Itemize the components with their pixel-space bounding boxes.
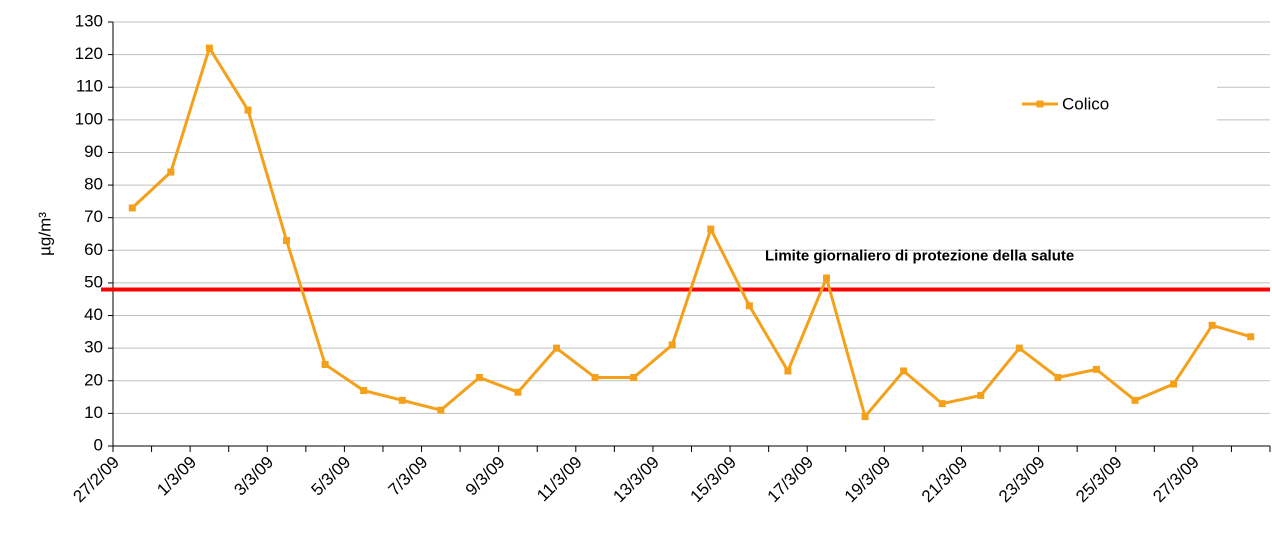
y-tick-label: 40 <box>84 305 103 324</box>
point-marker <box>321 360 329 368</box>
x-tick-label: 1/3/09 <box>153 453 200 500</box>
y-tick-label: 50 <box>84 272 103 291</box>
point-marker <box>475 374 483 382</box>
point-marker <box>977 391 985 399</box>
point-marker <box>1054 374 1062 382</box>
y-tick-label: 100 <box>75 109 103 128</box>
legend-box <box>935 86 1217 122</box>
point-marker <box>1092 365 1100 373</box>
point-marker <box>514 388 522 396</box>
point-marker <box>707 225 715 233</box>
point-marker <box>283 237 291 245</box>
point-marker <box>437 406 445 414</box>
y-tick-label: 120 <box>75 44 103 63</box>
y-tick-label: 20 <box>84 370 103 389</box>
y-tick-label: 0 <box>94 435 103 454</box>
legend-label: Colico <box>1062 94 1109 113</box>
point-marker <box>822 274 830 282</box>
y-tick-label: 70 <box>84 207 103 226</box>
point-marker <box>591 374 599 382</box>
x-tick-label: 27/3/09 <box>1149 453 1203 507</box>
x-tick-label: 23/3/09 <box>995 453 1049 507</box>
point-marker <box>1015 344 1023 352</box>
x-tick-label: 21/3/09 <box>918 453 972 507</box>
x-tick-label: 19/3/09 <box>841 453 895 507</box>
point-marker <box>745 302 753 310</box>
x-tick-label: 5/3/09 <box>308 453 355 500</box>
point-marker <box>1208 321 1216 329</box>
y-tick-label: 10 <box>84 403 103 422</box>
y-tick-label: 30 <box>84 338 103 357</box>
point-marker <box>360 387 368 395</box>
point-marker <box>167 168 175 176</box>
x-tick-label: 3/3/09 <box>230 453 277 500</box>
y-tick-label: 90 <box>84 142 103 161</box>
point-marker <box>244 106 252 114</box>
point-marker <box>128 204 136 212</box>
point-marker <box>630 374 638 382</box>
y-tick-label: 60 <box>84 240 103 259</box>
series-line <box>131 44 1252 420</box>
legend-marker <box>1036 100 1044 108</box>
y-axis-label: µg/m³ <box>35 212 54 256</box>
y-tick-label: 80 <box>84 175 103 194</box>
x-tick-label: 17/3/09 <box>764 453 818 507</box>
threshold-label: Limite giornaliero di protezione della s… <box>765 247 1074 264</box>
point-marker <box>1247 333 1255 341</box>
point-marker <box>784 367 792 375</box>
point-marker <box>205 44 213 52</box>
point-marker <box>861 413 869 421</box>
point-marker <box>668 341 676 349</box>
x-tick-label: 25/3/09 <box>1072 453 1126 507</box>
x-tick-label: 11/3/09 <box>533 453 586 506</box>
point-marker <box>398 396 406 404</box>
point-marker <box>900 367 908 375</box>
point-marker <box>1131 396 1139 404</box>
point-marker <box>938 400 946 408</box>
x-tick-label: 13/3/09 <box>609 453 663 507</box>
point-marker <box>553 344 561 352</box>
x-tick-label: 27/2/09 <box>69 453 123 507</box>
y-tick-label: 110 <box>76 77 103 96</box>
y-tick-label: 130 <box>75 11 103 30</box>
x-tick-label: 7/3/09 <box>385 453 432 500</box>
x-tick-label: 9/3/09 <box>462 453 509 500</box>
point-marker <box>1170 380 1178 388</box>
x-tick-label: 15/3/09 <box>687 453 741 507</box>
